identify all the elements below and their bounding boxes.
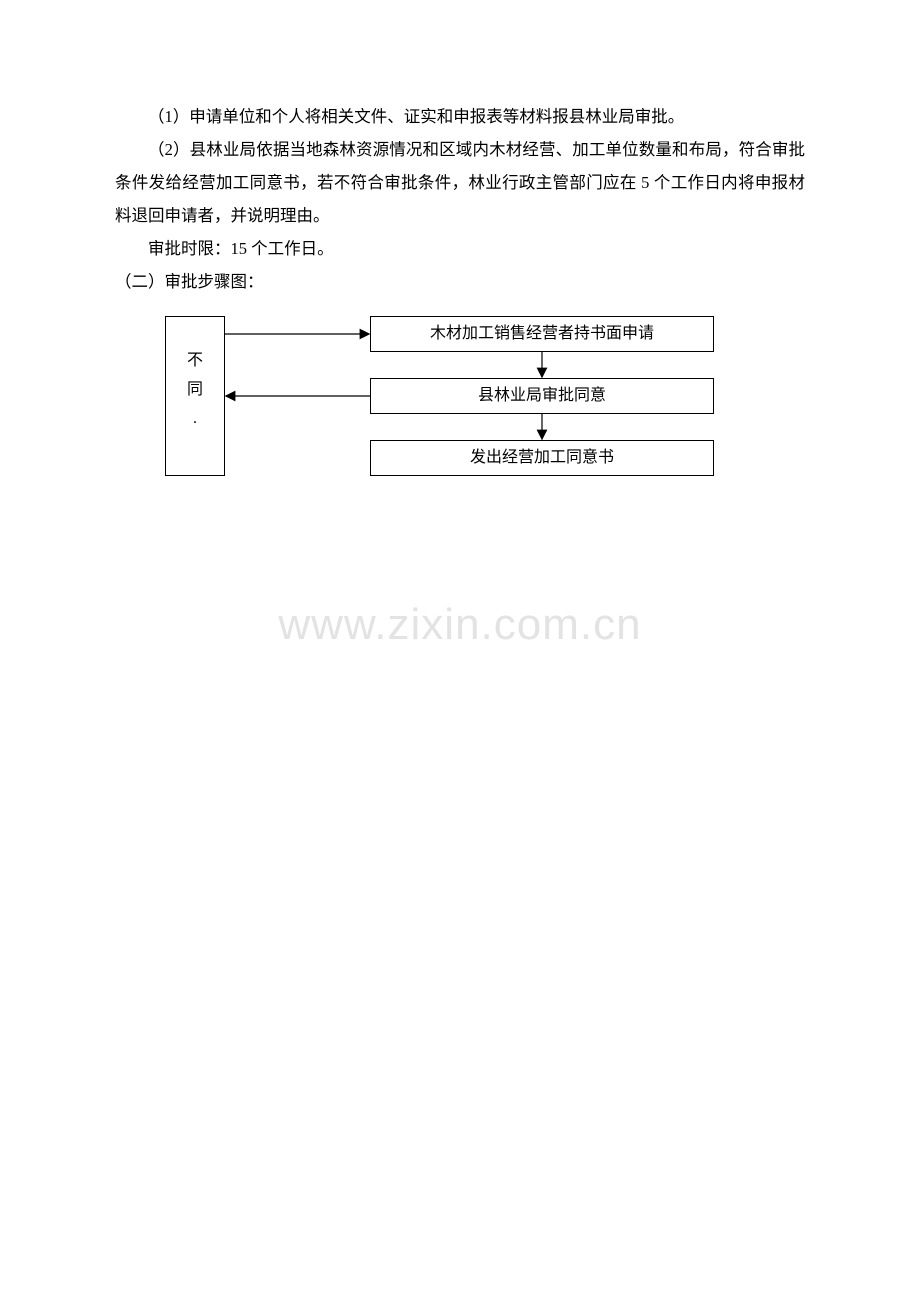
paragraph-1: （1）申请单位和个人将相关文件、证实和申报表等材料报县林业局审批。 [115, 100, 805, 133]
flowchart-node-2: 县林业局审批同意 [370, 378, 714, 414]
flowchart-node-3: 发出经营加工同意书 [370, 440, 714, 476]
flowchart: 不 同 . 木材加工销售经营者持书面申请 县林业局审批同意 发出经营加工同意书 [165, 316, 715, 516]
paragraph-4: （二）审批步骤图： [115, 265, 805, 298]
flowchart-node-1: 木材加工销售经营者持书面申请 [370, 316, 714, 352]
document-body: （1）申请单位和个人将相关文件、证实和申报表等材料报县林业局审批。 （2）县林业… [0, 0, 920, 516]
watermark-text: www.zixin.com.cn [0, 600, 920, 650]
paragraph-3: 审批时限：15 个工作日。 [115, 232, 805, 265]
flowchart-reject-box: 不 同 . [165, 316, 225, 476]
reject-char-3: . [193, 405, 197, 434]
reject-char-2: 同 [187, 376, 203, 405]
reject-char-1: 不 [187, 347, 203, 376]
paragraph-2: （2）县林业局依据当地森林资源情况和区域内木材经营、加工单位数量和布局，符合审批… [115, 133, 805, 232]
